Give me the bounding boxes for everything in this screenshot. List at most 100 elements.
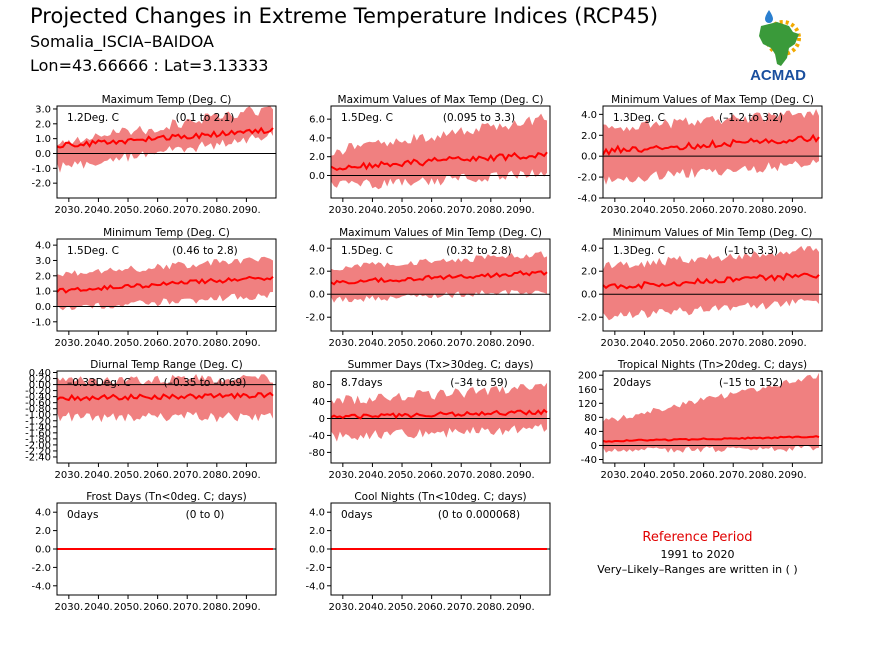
y-tick-label: 0 [591,441,597,452]
x-tick-label: 2050. [388,470,417,481]
x-tick-label: 2090. [232,338,261,349]
mean-line [330,151,548,172]
x-tick-label: 2090. [778,338,807,349]
y-tick-label: -2.0 [31,563,51,574]
coordinates: Lon=43.66666 : Lat=3.13333 [30,56,269,75]
y-tick-label: -4.0 [31,581,51,592]
chart-panel: 0.0 2.0 4.0 6.0 2030. 2040. 2050. 2060. 2070. 208… [309,94,551,216]
x-tick-label: 2040. [84,602,113,613]
x-tick-label: 2070. [173,338,202,349]
y-tick-label: 40 [584,427,597,438]
x-tick-label: 2070. [173,205,202,216]
chart-title: Maximum Values of Max Temp (Deg. C) [338,94,544,106]
y-tick-label: 0.0 [35,545,51,556]
y-tick-label: -80 [309,448,325,459]
y-tick-label: 6.0 [309,115,325,126]
y-tick-label: -2.0 [305,563,325,574]
x-tick-label: 2030. [329,205,358,216]
value-label: 1.3Deg. C [613,112,665,124]
range-label: (0 to 0.000068) [438,509,520,521]
y-tick-label: 0.0 [581,152,597,163]
mean-line [56,391,274,402]
value-label: 1.5Deg. C [341,245,393,257]
range-label: (0.46 to 2.8) [172,245,238,257]
x-tick-label: 2070. [719,338,748,349]
chart-panel: -80 -40 0 40 80 2030. 2040. 2050. 2060. 2070. 2080… [309,359,551,481]
chart-title: Diurnal Temp Range (Deg. C) [90,359,242,371]
plot-frame [56,370,277,464]
y-tick-label: 0.0 [309,290,325,301]
mean-line [330,270,548,286]
reference-period-years: 1991 to 2020 [660,548,735,561]
x-tick-label: 2030. [601,470,630,481]
y-tick-label: -2.0 [577,173,597,184]
range-label: (–1.2 to 3.2) [719,112,783,124]
reference-period-title: Reference Period [642,530,753,545]
x-tick-label: 2030. [55,205,84,216]
y-tick-label: 4.0 [35,508,51,519]
y-tick-label: 0 [319,414,325,425]
mean-line [602,133,820,156]
x-tick-label: 2080. [476,205,505,216]
value-label: 0days [341,509,372,521]
x-tick-label: 2050. [660,470,689,481]
x-tick-label: 2050. [388,602,417,613]
x-tick-label: 2080. [202,470,231,481]
y-tick-label: 4.0 [309,508,325,519]
y-tick-label: 2.0 [35,119,51,130]
x-tick-label: 2070. [447,470,476,481]
x-tick-label: 2040. [630,338,659,349]
y-tick-label: 2.0 [581,267,597,278]
x-tick-label: 2070. [719,470,748,481]
y-tick-label: 200 [578,371,597,382]
x-tick-label: 2090. [778,470,807,481]
x-tick-label: 2070. [719,205,748,216]
range-label: (0 to 0) [186,509,225,521]
x-tick-label: 2040. [630,470,659,481]
y-tick-label: -2.0 [305,313,325,324]
x-tick-label: 2090. [506,602,535,613]
x-tick-label: 2060. [417,470,446,481]
y-tick-label: 4.0 [581,110,597,121]
value-label: 20days [613,377,651,389]
plot-frame [56,238,277,332]
value-label: 1.5Deg. C [67,245,119,257]
plot-frame [602,105,823,199]
x-tick-label: 2060. [689,205,718,216]
x-tick-label: 2030. [55,602,84,613]
x-tick-label: 2050. [388,338,417,349]
y-tick-label: 1.0 [35,287,51,298]
x-tick-label: 2060. [689,338,718,349]
range-band [331,113,547,190]
x-tick-label: 2060. [143,205,172,216]
x-tick-label: 2040. [358,602,387,613]
y-tick-label: -1.0 [31,317,51,328]
x-tick-label: 2060. [417,602,446,613]
y-tick-label: -0.20 [25,386,51,397]
y-tick-label: 0.0 [35,149,51,160]
value-label: 8.7days [341,377,382,389]
range-label: (0.32 to 2.8) [446,245,512,257]
y-tick-label: -2.40 [25,452,51,463]
y-tick-label: -1.00 [25,410,51,421]
y-tick-label: 0.0 [581,290,597,301]
y-tick-label: -2.00 [25,440,51,451]
mean-line [56,126,274,149]
x-tick-label: 2040. [630,205,659,216]
y-tick-label: -4.0 [577,194,597,205]
x-tick-label: 2090. [506,470,535,481]
x-tick-label: 2050. [114,338,143,349]
x-tick-label: 2080. [748,470,777,481]
chart-title: Minimum Values of Min Temp (Deg. C) [613,227,813,239]
y-tick-label: 0.0 [35,302,51,313]
range-band [603,372,819,453]
mean-line [330,408,548,420]
region-name: Somalia_ISCIA–BAIDOA [30,32,214,51]
range-label: (–1 to 3.3) [724,245,778,257]
x-tick-label: 2050. [114,470,143,481]
y-tick-label: -0.60 [25,398,51,409]
mean-line [56,275,274,294]
